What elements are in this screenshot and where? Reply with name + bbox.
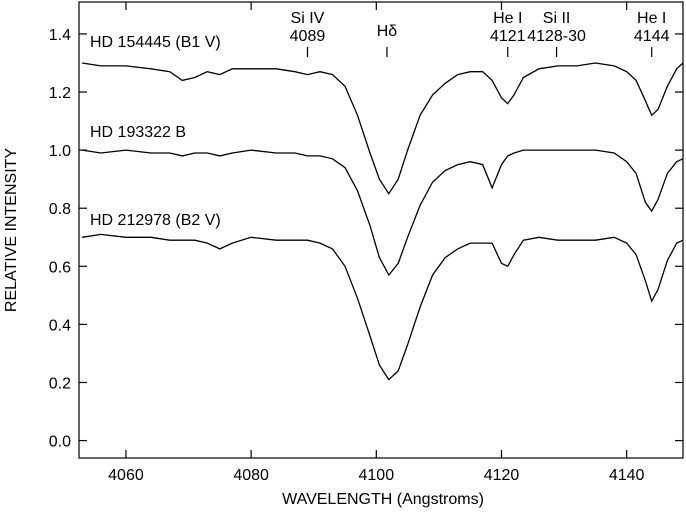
x-tick-label: 4120 [484, 467, 520, 484]
annotation-label: Si II [543, 10, 571, 27]
y-tick-label: 0.8 [49, 201, 71, 218]
annotation-label: 4089 [290, 28, 326, 45]
y-tick-label: 0.2 [49, 375, 71, 392]
x-tick-label: 4140 [609, 467, 645, 484]
y-tick-label: 0.6 [49, 259, 71, 276]
spectrum-line [82, 149, 684, 277]
series-label: HD 212978 (B2 V) [90, 212, 221, 229]
annotation-label: Si IV [291, 10, 325, 27]
annotation-label: 4144 [634, 28, 670, 45]
y-tick-label: 0.4 [49, 317, 71, 334]
y-tick-label: 1.0 [49, 143, 71, 160]
annotation-label: Hδ [377, 23, 398, 40]
series-label: HD 193322 B [90, 124, 186, 141]
spectrum-line [82, 62, 684, 195]
annotation-label: 4121 [490, 28, 526, 45]
y-axis-label: RELATIVE INTENSITY [3, 148, 20, 313]
x-tick-label: 4060 [108, 467, 144, 484]
annotation-label: 4128-30 [527, 28, 586, 45]
y-tick-label: 0.0 [49, 434, 71, 451]
series-label: HD 154445 (B1 V) [90, 34, 221, 51]
y-tick-label: 1.4 [49, 27, 71, 44]
plot-frame [78, 1, 684, 459]
x-tick-label: 4100 [359, 467, 395, 484]
y-tick-label: 1.2 [49, 85, 71, 102]
annotation-label: He I [637, 10, 666, 27]
x-axis-label: WAVELENGTH (Angstroms) [282, 491, 484, 508]
annotation-label: He I [493, 10, 522, 27]
spectrum-line [82, 233, 684, 381]
x-tick-label: 4080 [233, 467, 269, 484]
